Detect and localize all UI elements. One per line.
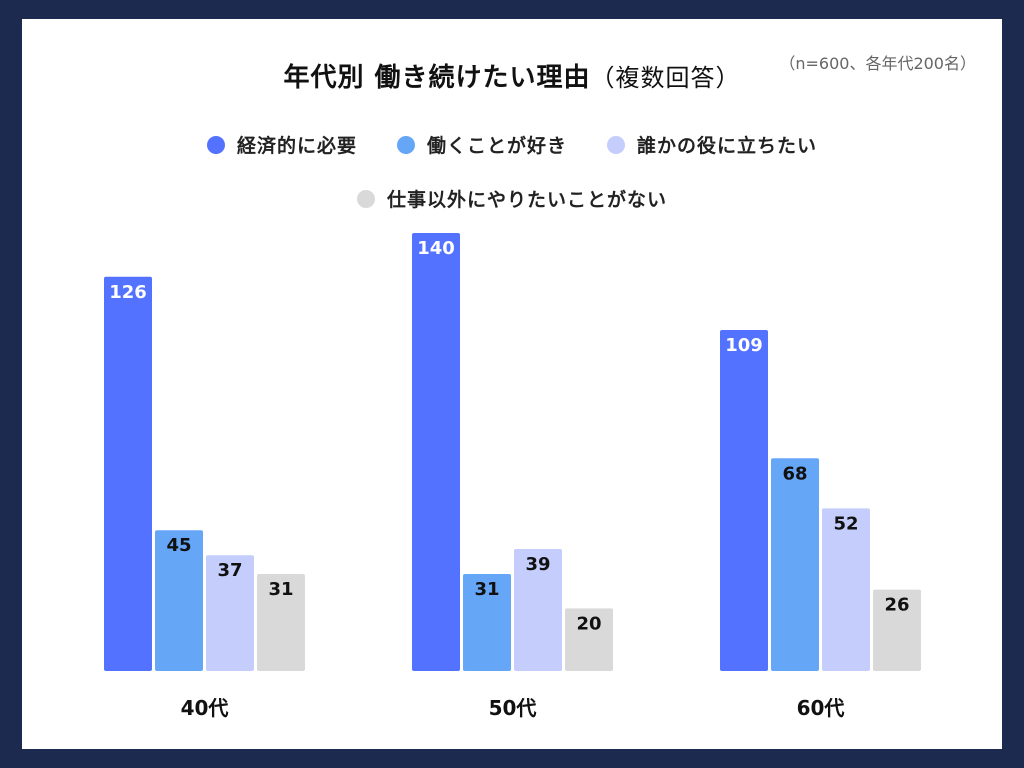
bar-help-others-60代	[822, 508, 870, 671]
legend-row-2: 仕事以外にやりたいことがない	[22, 185, 1002, 212]
legend-label-economic: 経済的に必要	[236, 135, 357, 157]
bar-help-others-40代	[206, 555, 254, 671]
bar-value-label: 68	[782, 463, 807, 484]
bar-value-label: 37	[217, 560, 242, 581]
bar-value-label: 20	[576, 613, 601, 634]
legend-dot-nothing-else	[356, 189, 375, 208]
category-label: 60代	[797, 696, 845, 720]
bar-chart: 126 45 37 31 40代 140 31 39 20 50代 109 68 52 26 60代	[104, 233, 921, 720]
legend-label-nothing-else: 仕事以外にやりたいことがない	[386, 189, 667, 211]
legend-item-nothing-else: 仕事以外にやりたいことがない	[356, 185, 667, 212]
bar-nothing-else-40代	[257, 574, 305, 671]
bar-economic-50代	[412, 233, 460, 671]
bar-value-label: 140	[417, 238, 455, 259]
bar-nothing-else-60代	[873, 589, 921, 671]
chart-title: 年代別 働き続けたい理由（複数回答）	[22, 57, 1002, 94]
legend-dot-like-work	[396, 135, 415, 154]
legend-dot-economic	[206, 135, 225, 154]
bar-like-work-50代	[463, 574, 511, 671]
category-label: 50代	[489, 696, 537, 720]
bar-like-work-40代	[155, 530, 203, 671]
legend-label-help-others: 誰かの役に立ちたい	[637, 135, 818, 157]
bar-value-label: 126	[109, 282, 147, 303]
bar-help-others-50代	[514, 548, 562, 671]
bar-like-work-60代	[771, 458, 819, 671]
bar-value-label: 52	[833, 513, 858, 534]
bar-economic-60代	[720, 329, 768, 671]
bar-value-label: 26	[884, 595, 909, 616]
chart-title-paren: （複数回答）	[590, 64, 741, 92]
bar-value-label: 109	[725, 335, 763, 356]
bar-value-label: 45	[166, 535, 191, 556]
bar-value-label: 39	[525, 554, 550, 575]
bar-nothing-else-50代	[565, 608, 613, 671]
legend-row-1: 経済的に必要 働くことが好き 誰かの役に立ちたい	[22, 131, 1002, 158]
legend-dot-help-others	[607, 135, 625, 154]
legend-item-like-work: 働くことが好き	[396, 131, 567, 158]
chart-card: 年代別 働き続けたい理由（複数回答） （n=600、各年代200名） 経済的に必…	[22, 19, 1002, 749]
legend-label-like-work: 働くことが好き	[426, 135, 567, 157]
bar-value-label: 31	[268, 579, 293, 600]
bar-value-label: 31	[474, 579, 499, 600]
bar-economic-40代	[104, 276, 152, 671]
legend-item-economic: 経済的に必要	[206, 131, 357, 158]
category-label: 40代	[181, 696, 229, 720]
sample-size-note: （n=600、各年代200名）	[779, 54, 976, 73]
legend-item-help-others: 誰かの役に立ちたい	[607, 131, 817, 158]
chart-title-main: 年代別 働き続けたい理由	[283, 63, 591, 93]
